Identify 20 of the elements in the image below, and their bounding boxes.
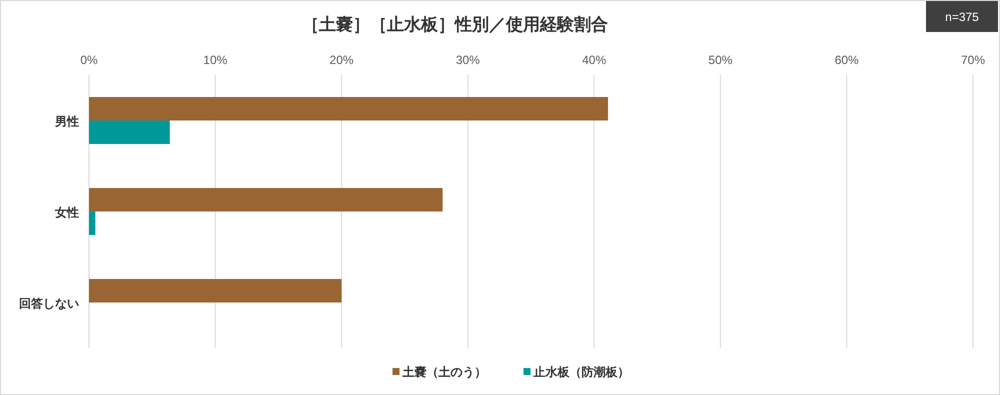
x-tick-label: 0% [80, 53, 98, 67]
bar [89, 212, 96, 235]
note-box: n=375 [926, 1, 998, 32]
y-tick-label: 男性 [54, 114, 79, 128]
chart-title: ［土嚢］［止水板］性別／使用経験割合 [302, 15, 608, 34]
x-tick-label: 50% [708, 53, 733, 67]
bar [89, 97, 608, 120]
x-tick-label: 20% [330, 53, 354, 67]
bar [89, 120, 170, 144]
bar [89, 188, 443, 212]
y-tick-label: 回答しない [19, 296, 79, 310]
bar [89, 279, 342, 302]
y-tick-label: 女性 [54, 206, 79, 220]
x-tick-label: 30% [456, 53, 480, 67]
legend-label: 止水板（防潮板） [532, 365, 630, 379]
x-tick-label: 60% [834, 53, 860, 67]
x-tick-label: 40% [582, 53, 606, 67]
x-tick-label: 70% [960, 53, 986, 67]
legend-label: 土嚢（土のう） [402, 365, 486, 379]
x-tick-label: 10% [203, 53, 228, 67]
